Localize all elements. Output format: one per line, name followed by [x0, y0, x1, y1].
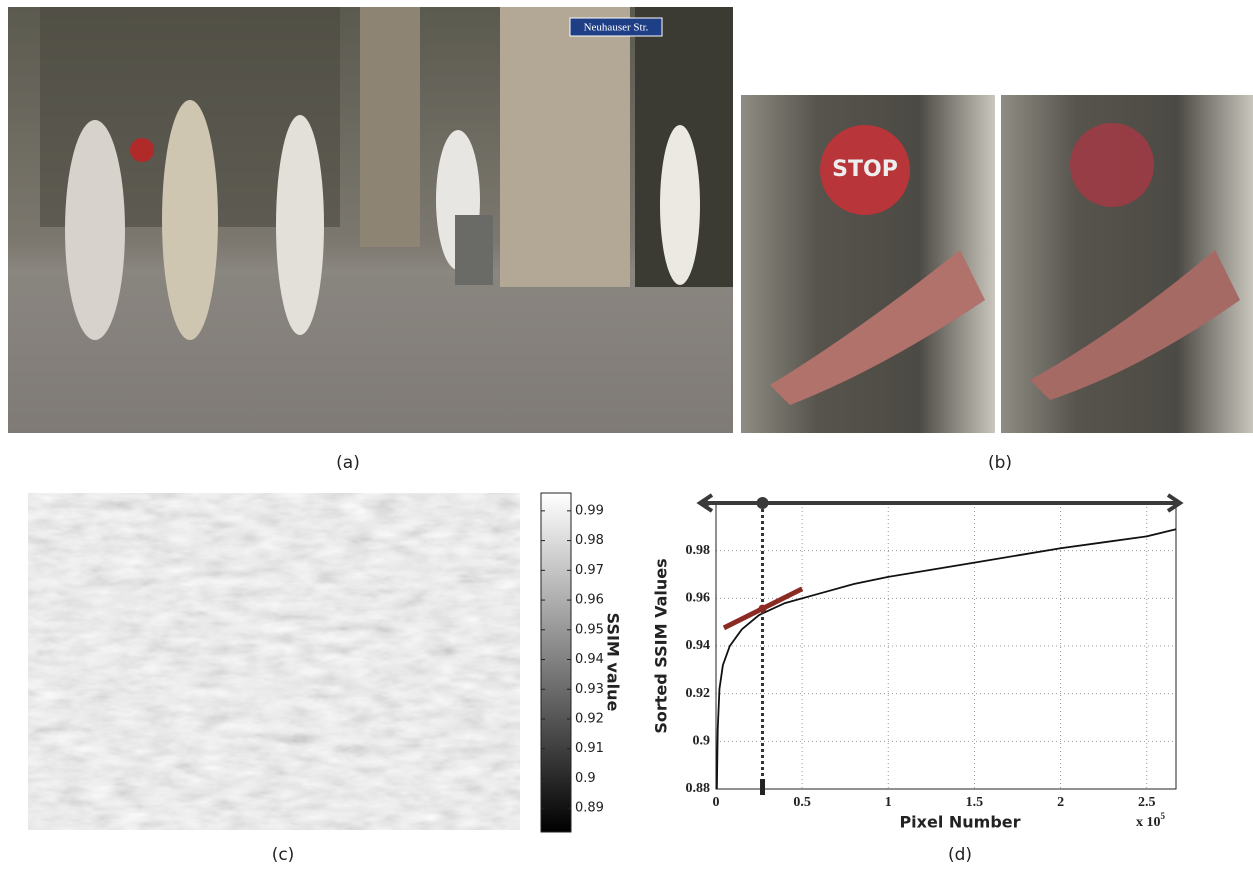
threshold-dot — [757, 497, 769, 509]
y-tick-label: 0.96 — [686, 591, 711, 606]
colorbar-tick-label: 0.92 — [575, 712, 604, 727]
colorbar-tick-label: 0.94 — [575, 652, 604, 667]
caption: (b) — [988, 453, 1012, 473]
photo-a: Neuhauser Str. — [8, 7, 733, 433]
x-axis-label: Pixel Number — [899, 813, 1020, 832]
tangent-point — [759, 605, 767, 613]
x-tick-label: 0.5 — [793, 795, 811, 810]
figure: Neuhauser Str. STOP (a) (b) (c) (d) SSIM… — [0, 0, 1253, 871]
y-tick-label: 0.88 — [686, 781, 711, 796]
y-axis-label: Sorted SSIM Values — [652, 558, 671, 733]
y-tick-label: 0.98 — [686, 543, 711, 558]
colorbar-tick-label: 0.98 — [575, 533, 604, 548]
y-tick-label: 0.9 — [693, 734, 711, 749]
colorbar-tick-label: 0.97 — [575, 563, 604, 578]
x-tick-label: 1.5 — [966, 795, 984, 810]
x-multiplier-base: x 10 — [1136, 815, 1161, 830]
colorbar-tick-label: 0.95 — [575, 622, 604, 637]
x-tick-label: 2 — [1057, 795, 1064, 810]
colorbar — [541, 493, 571, 832]
range-arrow — [700, 495, 1180, 511]
street-sign: Neuhauser Str. — [584, 22, 649, 34]
colorbar-tick-label: 0.99 — [575, 503, 604, 518]
colorbar-label: SSIM value — [604, 613, 623, 712]
photo-b: STOP — [741, 95, 1253, 433]
caption: (a) — [336, 453, 360, 473]
caption: (d) — [948, 845, 972, 865]
x-tick-label: 0 — [713, 795, 720, 810]
line — [717, 529, 1176, 789]
x-tick-label: 2.5 — [1138, 795, 1156, 810]
x-multiplier-exp: 5 — [1161, 811, 1166, 821]
colorbar-tick-label: 0.9 — [575, 771, 596, 786]
colorbar-tick-label: 0.91 — [575, 741, 604, 756]
y-tick-label: 0.94 — [686, 638, 711, 653]
caption: (c) — [272, 845, 295, 865]
colorbar-tick-label: 0.89 — [575, 801, 604, 816]
colorbar-tick-label: 0.96 — [575, 593, 604, 608]
x-multiplier: x 105 — [1136, 811, 1166, 830]
stop-sign: STOP — [832, 157, 898, 182]
x-tick-label: 1 — [885, 795, 892, 810]
y-tick-label: 0.92 — [686, 686, 711, 701]
ssim-map — [28, 493, 520, 830]
colorbar-tick-label: 0.93 — [575, 682, 604, 697]
